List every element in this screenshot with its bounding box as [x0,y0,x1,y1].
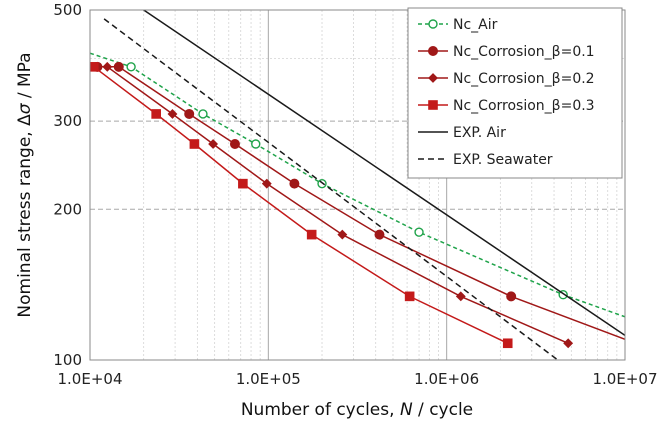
data-point [502,338,513,349]
y-tick-label: 100 [53,351,82,369]
series-3 [90,62,513,349]
x-tick-label: 1.0E+07 [593,370,658,388]
x-tick-label: 1.0E+06 [414,370,479,388]
legend-swatch-marker [428,19,438,29]
legend-label: Nc_Corrosion_β=0.2 [453,71,595,87]
series-4 [143,10,625,337]
legend-label: Nc_Corrosion_β=0.3 [453,98,595,114]
x-tick-label: 1.0E+05 [236,370,301,388]
legend-label: Nc_Corrosion_β=0.1 [453,44,595,60]
data-point [208,139,219,149]
data-point [261,178,272,189]
data-point [414,227,424,237]
data-point [289,178,300,189]
y-axis-title: Nominal stress range, Δσ / MPa [15,52,35,317]
data-point [455,291,466,302]
data-point [189,139,200,149]
data-point [126,62,136,72]
data-point [306,229,317,240]
data-point [337,229,348,240]
data-point [198,109,208,119]
data-point [90,62,99,72]
x-tick-labels: 1.0E+04 1.0E+05 1.0E+06 1.0E+07 [58,370,658,388]
legend: Nc_Air Nc_Corrosion_β=0.1 Nc_Corrosion_β=0… [407,7,623,179]
data-point [113,61,124,72]
series-5 [103,18,559,360]
legend-label: Nc_Air [453,17,498,33]
data-point [251,139,261,149]
legend-label: EXP. Seawater [453,152,553,168]
series-0 [90,52,625,318]
data-point [229,139,240,150]
series-line [90,52,625,318]
series-line [97,66,625,341]
data-point [151,109,161,119]
data-point [374,229,385,240]
data-point [506,291,517,302]
data-point [184,108,195,119]
series-layer [90,10,625,360]
x-tick-label: 1.0E+04 [58,370,123,388]
series-line [143,10,625,337]
series-line [103,18,559,360]
data-point [563,338,574,349]
legend-swatch-marker [428,73,438,83]
y-tick-label: 300 [53,112,82,130]
data-point [404,291,415,302]
series-2 [102,61,574,349]
y-tick-label: 500 [53,1,82,19]
y-tick-labels: 100 200 300 500 [53,1,82,369]
data-point [167,109,178,119]
legend-swatch-marker [428,100,438,110]
data-point [238,178,248,189]
legend-box [407,7,623,179]
legend-swatch-marker [428,46,438,56]
data-point [102,61,113,72]
y-tick-label: 200 [53,200,82,218]
x-axis-title: Number of cycles, N / cycle [241,400,473,420]
plot-frame [89,9,626,361]
legend-label: EXP. Air [453,125,506,141]
